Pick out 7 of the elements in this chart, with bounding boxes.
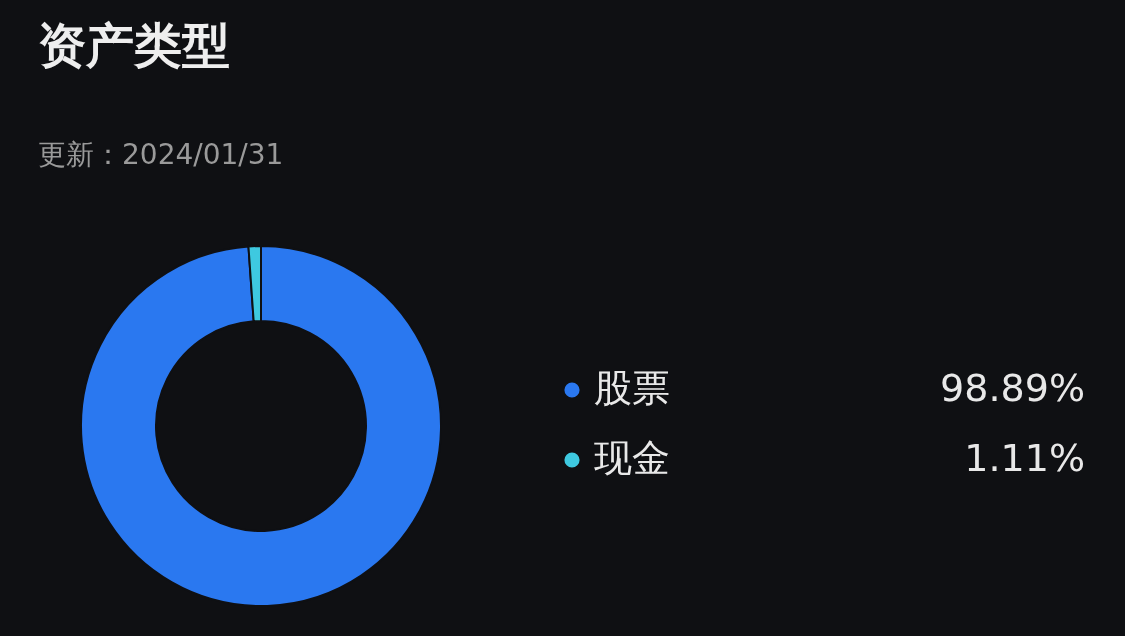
chart-subtitle: 更新：2024/01/31	[38, 138, 284, 171]
donut-slice	[80, 245, 442, 607]
data-label: 1.11%	[964, 436, 1085, 480]
legend-label: 现金	[594, 436, 670, 480]
data-label: 98.89%	[940, 366, 1085, 410]
chart-title: 资产类型	[38, 17, 230, 73]
legend-label: 股票	[594, 366, 670, 410]
